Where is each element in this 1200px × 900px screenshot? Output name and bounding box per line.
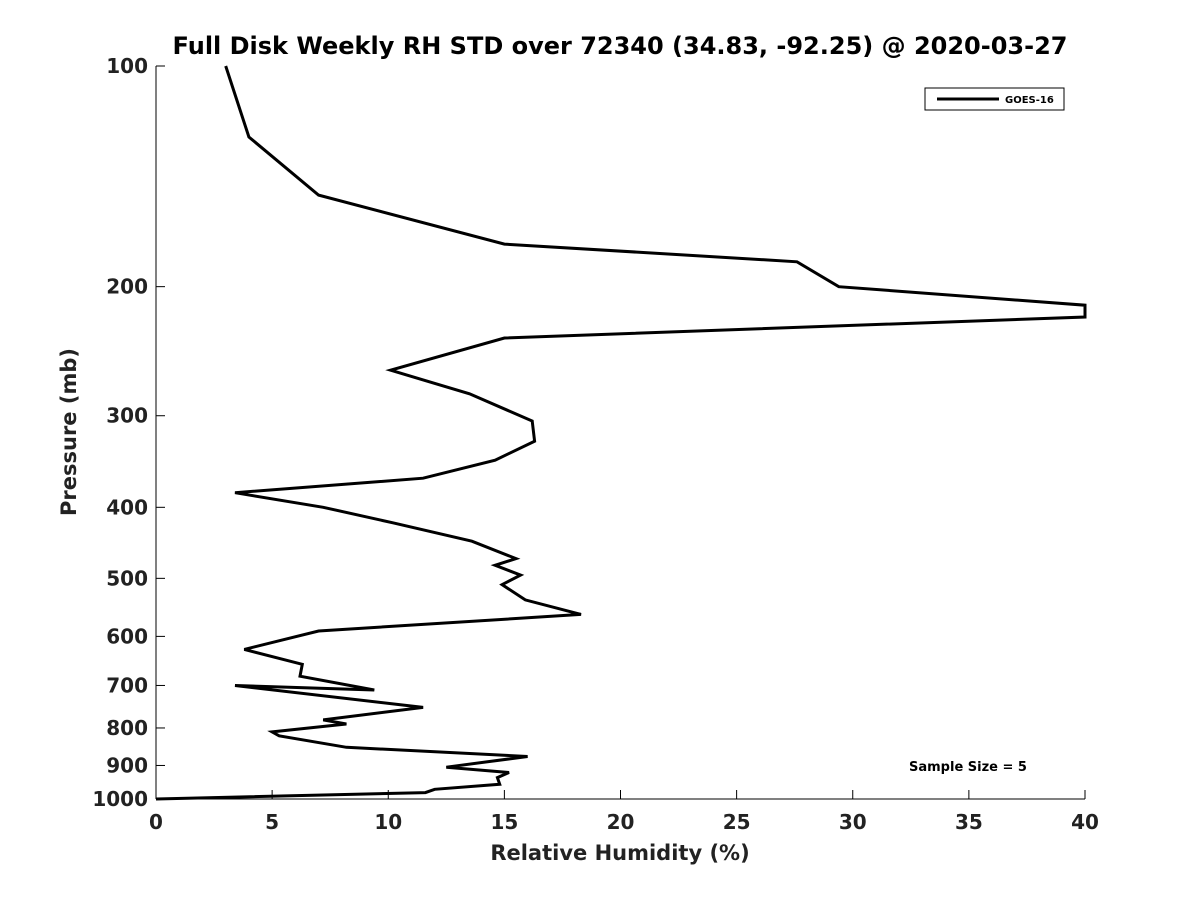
y-tick-label: 200 bbox=[106, 275, 148, 299]
x-tick-label: 20 bbox=[607, 810, 635, 834]
plot-area bbox=[155, 65, 1087, 801]
y-tick-label: 400 bbox=[106, 495, 148, 519]
legend: GOES-16 bbox=[924, 87, 1065, 111]
y-tick-label: 600 bbox=[106, 624, 148, 648]
y-tick-label: 300 bbox=[106, 404, 148, 428]
x-tick-label: 10 bbox=[374, 810, 402, 834]
y-tick-label: 900 bbox=[106, 753, 148, 777]
x-axis-ticks: 0 5 10 15 20 25 30 35 40 bbox=[149, 790, 1099, 834]
series-line-goes-16 bbox=[155, 65, 1087, 801]
x-tick-label: 5 bbox=[265, 810, 279, 834]
x-tick-label: 40 bbox=[1071, 810, 1099, 834]
legend-label-goes-16: GOES-16 bbox=[1005, 95, 1054, 106]
x-tick-label: 15 bbox=[490, 810, 518, 834]
x-tick-label: 30 bbox=[839, 810, 867, 834]
y-axis-label: Pressure (mb) bbox=[57, 348, 81, 516]
chart-title: Full Disk Weekly RH STD over 72340 (34.8… bbox=[173, 32, 1068, 60]
x-tick-label: 35 bbox=[955, 810, 983, 834]
y-axis-ticks: 100 200 300 400 500 600 700 800 900 1000 bbox=[92, 54, 165, 811]
y-tick-label: 100 bbox=[106, 54, 148, 78]
y-tick-label: 500 bbox=[106, 566, 148, 590]
y-tick-label: 1000 bbox=[92, 787, 148, 811]
x-tick-label: 25 bbox=[723, 810, 751, 834]
x-tick-label: 0 bbox=[149, 810, 163, 834]
y-tick-label: 700 bbox=[106, 673, 148, 697]
y-tick-label: 800 bbox=[106, 716, 148, 740]
sample-size-annotation: Sample Size = 5 bbox=[909, 760, 1027, 775]
x-axis-label: Relative Humidity (%) bbox=[490, 841, 749, 865]
